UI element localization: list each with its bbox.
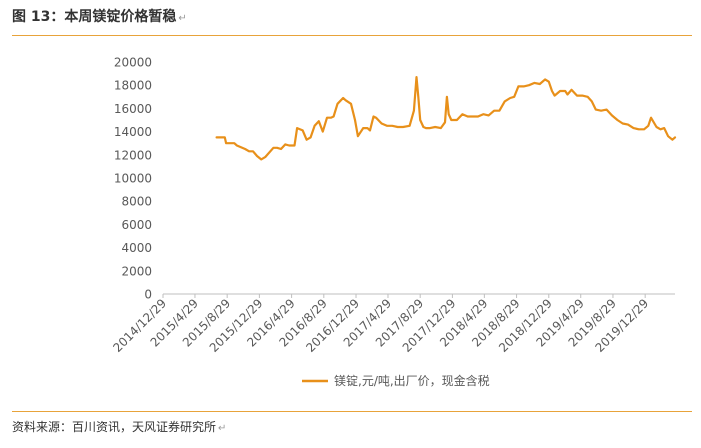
- return-mark-icon: ↵: [218, 423, 227, 434]
- y-axis: 0 2000 4000 6000 8000 10000 12000 14000 16000 180…: [114, 56, 152, 302]
- source-text: 资料来源：百川资讯，天风证券研究所: [12, 420, 217, 434]
- price-line-chart: 0 2000 4000 6000 8000 10000 12000 14000 16000 180…: [110, 56, 677, 388]
- figure-title-text: 图 13：本周镁锭价格暂稳: [12, 9, 177, 25]
- y-tick-label: 20000: [114, 56, 152, 70]
- y-tick-label: 14000: [114, 125, 152, 139]
- y-tick-label: 8000: [121, 195, 152, 209]
- bottom-divider: [12, 411, 692, 412]
- y-tick-label: 6000: [121, 218, 152, 232]
- return-mark-icon: ↵: [178, 13, 187, 24]
- y-tick-label: 0: [144, 288, 152, 302]
- y-tick-label: 16000: [114, 102, 152, 116]
- y-tick-label: 10000: [114, 172, 152, 186]
- y-tick-label: 12000: [114, 148, 152, 162]
- y-tick-label: 4000: [121, 241, 152, 255]
- x-axis: 2014/12/292015/4/292015/8/292015/12/2920…: [110, 293, 675, 355]
- series-layer: [215, 75, 677, 161]
- y-tick-label: 18000: [114, 79, 152, 93]
- figure-title: 图 13：本周镁锭价格暂稳 ↵: [12, 6, 692, 32]
- legend: 镁锭,元/吨,出厂价，现金含税: [302, 373, 490, 388]
- y-tick-label: 2000: [121, 264, 152, 278]
- legend-label: 镁锭,元/吨,出厂价，现金含税: [334, 373, 490, 388]
- source-note: 资料来源：百川资讯，天风证券研究所 ↵: [12, 418, 226, 435]
- top-divider: [12, 35, 692, 36]
- series-line-magnesium-ingot: [215, 75, 677, 161]
